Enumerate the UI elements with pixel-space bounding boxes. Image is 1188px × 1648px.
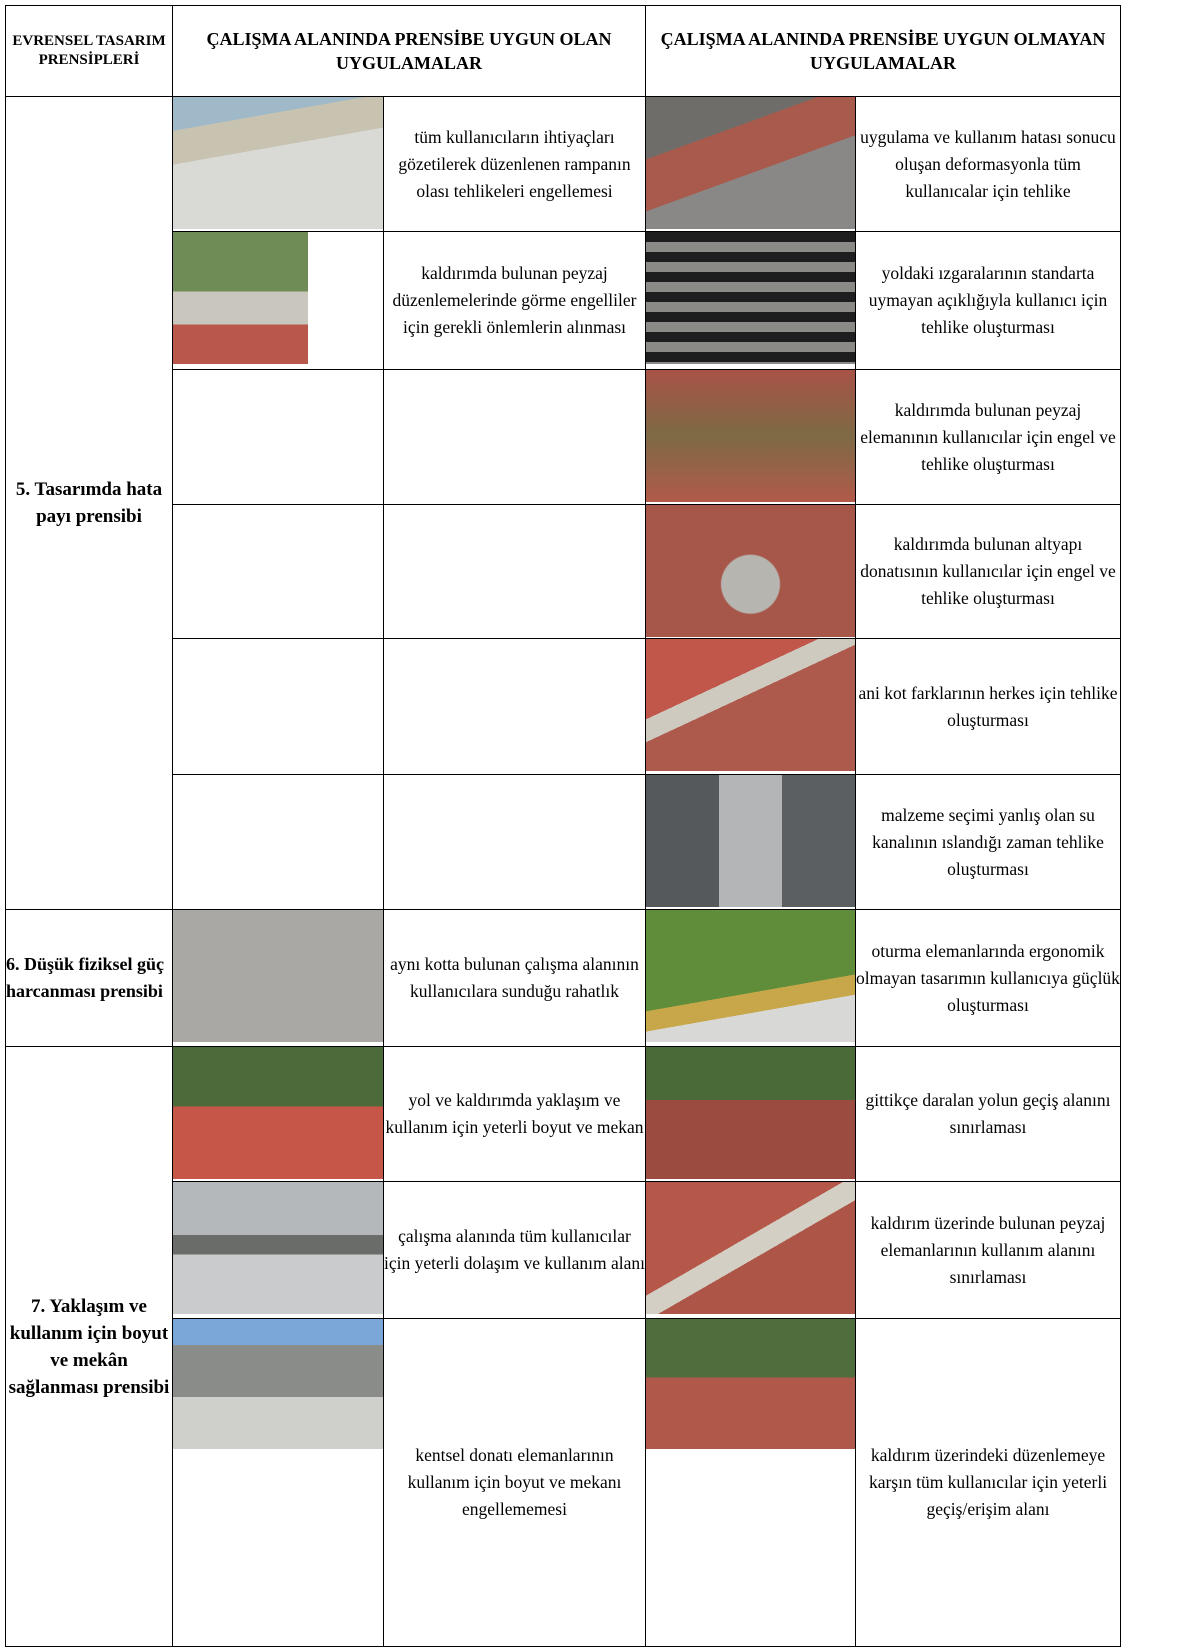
photo xyxy=(646,1047,855,1179)
cell xyxy=(645,96,856,232)
cell xyxy=(645,231,856,370)
cell xyxy=(645,369,856,505)
photo xyxy=(646,910,855,1042)
bad-text: kaldırım üzerinde bulunan peyzaj elemanl… xyxy=(855,1181,1121,1319)
cell xyxy=(645,1181,856,1319)
row: kaldırımda bulunan altyapı donatısının k… xyxy=(6,504,1121,639)
cell xyxy=(645,1046,856,1182)
principle: 7. Yaklaşım ve kullanım için boyut ve me… xyxy=(5,1046,173,1647)
good-text: yol ve kaldırımda yaklaşım ve kullanım i… xyxy=(383,1046,646,1182)
good-text: tüm kullanıcıların ihtiyaçları gözetiler… xyxy=(383,96,646,232)
bad-text: yoldaki ızgaralarının standarta uymayan … xyxy=(855,231,1121,370)
cell xyxy=(383,638,646,775)
photo xyxy=(646,775,855,907)
good-text: kentsel donatı elemanlarının kullanım iç… xyxy=(383,1318,646,1647)
photo xyxy=(646,1182,855,1314)
header-cell: EVRENSEL TASARIM PRENSİPLERİ xyxy=(5,5,173,97)
header-cell: ÇALIŞMA ALANINDA PRENSİBE UYGUN OLMAYAN … xyxy=(645,5,1121,97)
row: çalışma alanında tüm kullanıcılar için y… xyxy=(6,1181,1121,1319)
cell xyxy=(172,774,384,910)
cell xyxy=(172,231,384,370)
principle: 5. Tasarımda hata payı prensibi xyxy=(5,96,173,910)
bad-text: kaldırımda bulunan peyzaj elemanının kul… xyxy=(855,369,1121,505)
row: kaldırımda bulunan peyzaj düzenlemelerin… xyxy=(6,231,1121,370)
photo xyxy=(173,1319,383,1449)
photo xyxy=(173,910,383,1042)
row: 7. Yaklaşım ve kullanım için boyut ve me… xyxy=(5,1046,1121,1647)
cell xyxy=(383,369,646,505)
photo xyxy=(173,1182,383,1314)
row: malzeme seçimi yanlış olan su kanalının … xyxy=(6,774,1121,910)
row: kentsel donatı elemanlarının kullanım iç… xyxy=(6,1318,1121,1647)
header-row: EVRENSEL TASARIM PRENSİPLERİ ÇALIŞMA ALA… xyxy=(5,5,1121,97)
photo xyxy=(646,639,855,771)
good-text: aynı kotta bulunan çalışma alanının kull… xyxy=(383,909,646,1047)
row: kaldırımda bulunan peyzaj elemanının kul… xyxy=(6,369,1121,505)
photo xyxy=(646,1319,855,1449)
photo xyxy=(646,97,855,229)
principles-table: EVRENSEL TASARIM PRENSİPLERİ ÇALIŞMA ALA… xyxy=(5,5,1121,1647)
cell xyxy=(172,1046,384,1182)
principle: 6. Düşük fiziksel güç harcanması prensib… xyxy=(5,909,173,1047)
bad-text: oturma elemanlarında ergonomik olmayan t… xyxy=(855,909,1121,1047)
cell xyxy=(645,638,856,775)
cell xyxy=(383,774,646,910)
cell xyxy=(172,96,384,232)
cell xyxy=(172,1181,384,1319)
row: 5. Tasarımda hata payı prensibi tüm kull… xyxy=(5,96,1121,910)
cell xyxy=(172,1318,384,1647)
photo xyxy=(173,1047,383,1179)
cell xyxy=(645,504,856,639)
bad-text: kaldırım üzerindeki düzenlemeye karşın t… xyxy=(855,1318,1121,1647)
row: ani kot farklarının herkes için tehlike … xyxy=(6,638,1121,775)
cell xyxy=(172,909,384,1047)
good-text: çalışma alanında tüm kullanıcılar için y… xyxy=(383,1181,646,1319)
photo xyxy=(646,232,855,364)
cell xyxy=(645,774,856,910)
bad-text: ani kot farklarının herkes için tehlike … xyxy=(855,638,1121,775)
bad-text: malzeme seçimi yanlış olan su kanalının … xyxy=(855,774,1121,910)
cell xyxy=(172,638,384,775)
bad-text: kaldırımda bulunan altyapı donatısının k… xyxy=(855,504,1121,639)
header-cell: ÇALIŞMA ALANINDA PRENSİBE UYGUN OLAN UYG… xyxy=(172,5,646,97)
cell xyxy=(383,504,646,639)
bad-text: gittikçe daralan yolun geçiş alanını sın… xyxy=(855,1046,1121,1182)
bad-text: uygulama ve kullanım hatası sonucu oluşa… xyxy=(855,96,1121,232)
cell xyxy=(172,504,384,639)
cell xyxy=(645,909,856,1047)
photo xyxy=(173,232,308,364)
good-text: kaldırımda bulunan peyzaj düzenlemelerin… xyxy=(383,231,646,370)
cell xyxy=(645,1318,856,1647)
photo xyxy=(173,97,383,229)
photo xyxy=(646,505,855,637)
row: 6. Düşük fiziksel güç harcanması prensib… xyxy=(5,909,1121,1047)
photo xyxy=(646,370,855,502)
cell xyxy=(172,369,384,505)
